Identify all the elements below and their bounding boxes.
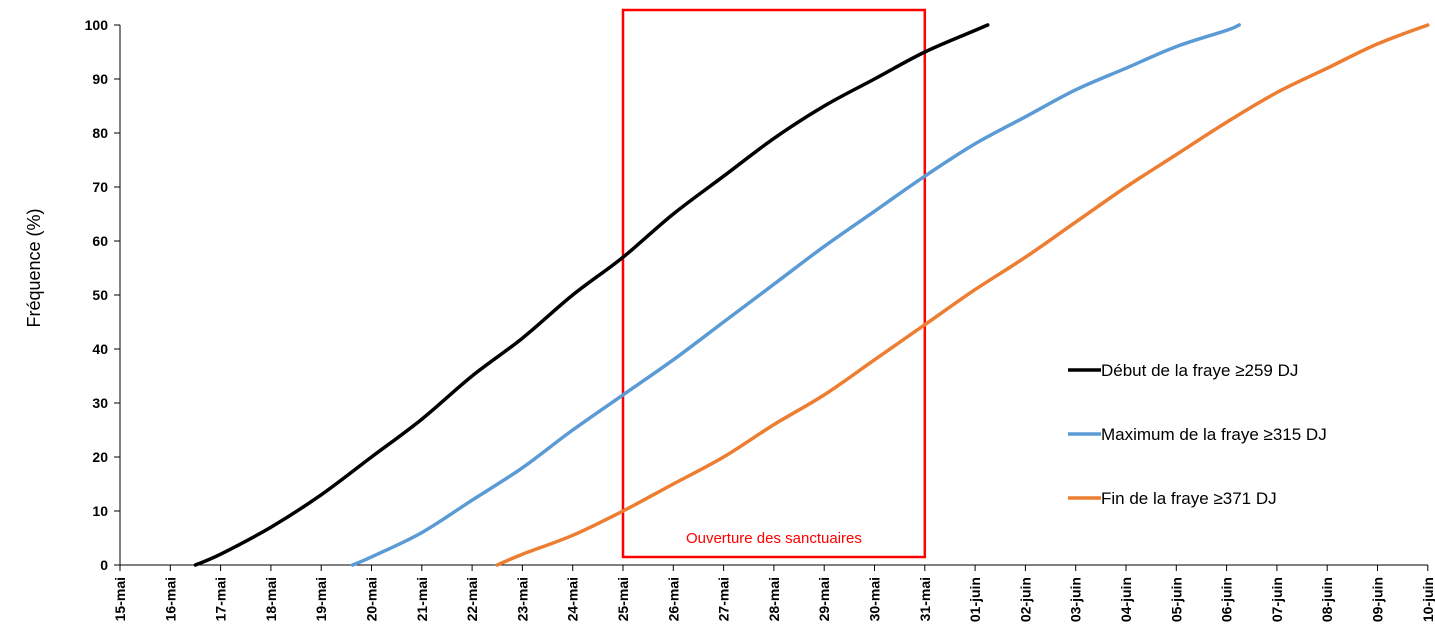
y-tick-label: 30 <box>92 395 108 411</box>
series-line-2 <box>350 23 1241 567</box>
y-tick-label: 50 <box>92 287 108 303</box>
x-tick-label: 22-mai <box>464 577 480 621</box>
x-tick-label: 25-mai <box>615 577 631 621</box>
x-tick-label: 15-mai <box>112 577 128 621</box>
x-tick-label: 02-juin <box>1017 577 1033 622</box>
x-tick-label: 19-mai <box>313 577 329 621</box>
x-tick-label: 08-juin <box>1319 577 1335 622</box>
y-tick-label: 10 <box>92 503 108 519</box>
y-tick-label: 90 <box>92 71 108 87</box>
y-tick-label: 80 <box>92 125 108 141</box>
x-tick-label: 09-juin <box>1370 577 1386 622</box>
y-tick-label: 40 <box>92 341 108 357</box>
y-tick-label: 60 <box>92 233 108 249</box>
sanctuary-period-label: Ouverture des sanctuaires <box>686 530 862 547</box>
x-tick-label: 10-juin <box>1420 577 1435 622</box>
x-tick-label: 21-mai <box>414 577 430 621</box>
y-tick-label: 20 <box>92 449 108 465</box>
x-tick-label: 27-mai <box>716 577 732 621</box>
y-tick-label: 0 <box>100 557 108 573</box>
x-tick-label: 04-juin <box>1118 577 1134 622</box>
x-tick-label: 24-mai <box>565 577 581 621</box>
x-tick-label: 26-mai <box>665 577 681 621</box>
x-tick-label: 06-juin <box>1219 577 1235 622</box>
x-tick-label: 23-mai <box>514 577 530 621</box>
sanctuary-period-box <box>621 8 927 559</box>
series-line-3 <box>495 23 1430 567</box>
legend-label-2: Maximum de la fraye ≥315 DJ <box>1101 425 1327 444</box>
x-tick-label: 16-mai <box>162 577 178 621</box>
x-tick-label: 18-mai <box>263 577 279 621</box>
x-tick-label: 07-juin <box>1269 577 1285 622</box>
series-line-1 <box>193 23 990 567</box>
legend-label-3: Fin de la fraye ≥371 DJ <box>1101 489 1277 508</box>
x-tick-label: 03-juin <box>1068 577 1084 622</box>
x-tick-label: 30-mai <box>867 577 883 621</box>
x-tick-label: 05-juin <box>1168 577 1184 622</box>
x-tick-label: 20-mai <box>364 577 380 621</box>
x-tick-label: 31-mai <box>917 577 933 621</box>
x-tick-label: 28-mai <box>766 577 782 621</box>
x-tick-label: 01-juin <box>967 577 983 622</box>
y-tick-label: 100 <box>85 17 109 33</box>
y-tick-label: 70 <box>92 179 108 195</box>
x-tick-label: 29-mai <box>816 577 832 621</box>
plot-area: 0 10 20 30 40 50 60 70 80 90 100 15-mai 16-mai 17-mai… <box>85 8 1435 622</box>
legend-label-1: Début de la fraye ≥259 DJ <box>1101 361 1298 380</box>
y-axis-label: Fréquence (%) <box>24 208 44 327</box>
x-tick-label: 17-mai <box>213 577 229 621</box>
